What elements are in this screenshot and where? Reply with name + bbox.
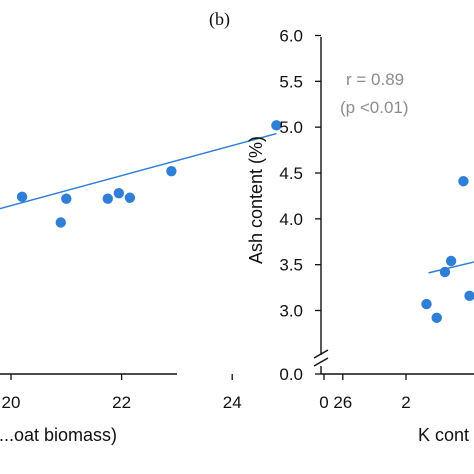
y-tick-label: 4.5 bbox=[279, 164, 303, 183]
trendline-b bbox=[428, 261, 474, 274]
y-tick-label: 3.5 bbox=[279, 256, 303, 275]
data-points-b bbox=[421, 176, 474, 324]
correlation-annotation: r = 0.89 bbox=[346, 70, 404, 89]
y-ticks-b: 0.0 3.0 3.5 4.0 4.5 5.0 5.5 6.0 bbox=[279, 26, 321, 384]
trendline-a bbox=[0, 132, 277, 210]
x-tick-label: 0 bbox=[319, 393, 328, 412]
y-tick-label: 6.0 bbox=[279, 26, 303, 45]
x-tick-label: 24 bbox=[223, 393, 242, 412]
y-tick-label: 4.0 bbox=[279, 210, 303, 229]
x-tick-label: 2 bbox=[401, 393, 410, 412]
data-point bbox=[271, 120, 282, 131]
y-tick-label: 5.5 bbox=[279, 72, 303, 91]
x-ticks-a: 20 22 24 26 bbox=[2, 374, 352, 412]
data-point bbox=[124, 192, 136, 203]
y-tick-label: 5.0 bbox=[279, 118, 303, 137]
data-point bbox=[61, 193, 72, 204]
y-tick-label: 0.0 bbox=[279, 365, 303, 384]
data-point bbox=[421, 298, 432, 310]
y-axis-title-b: Ash content (%) bbox=[246, 136, 266, 264]
x-tick-label: 20 bbox=[2, 393, 21, 412]
axis-break-marker bbox=[313, 349, 329, 367]
panel-b: (b) Ash content (%) 0.0 3.0 3.5 4.0 4.5 5.0 5.… bbox=[209, 9, 474, 445]
x-axis-title-a: ...oat biomass) bbox=[0, 425, 117, 445]
x-tick-label: 26 bbox=[333, 393, 352, 412]
x-ticks-b: 0246 bbox=[319, 374, 411, 412]
data-point bbox=[55, 217, 66, 228]
data-point bbox=[102, 193, 113, 204]
data-point bbox=[113, 187, 125, 199]
x-tick-label: 22 bbox=[112, 393, 131, 412]
data-point bbox=[16, 191, 28, 203]
p-value-annotation: (p <0.01) bbox=[340, 98, 409, 117]
data-point bbox=[458, 176, 469, 187]
data-point bbox=[439, 266, 451, 278]
data-point bbox=[445, 255, 457, 267]
data-points-a bbox=[16, 120, 282, 228]
y-tick-label: 3.0 bbox=[279, 302, 303, 321]
panel-a: 20 22 24 26 ...oat biomass) bbox=[0, 120, 352, 445]
data-point bbox=[166, 165, 177, 177]
data-point bbox=[464, 290, 474, 302]
data-point bbox=[431, 312, 442, 324]
panel-label-b: (b) bbox=[209, 9, 230, 30]
x-axis-title-b: K cont bbox=[418, 425, 469, 445]
